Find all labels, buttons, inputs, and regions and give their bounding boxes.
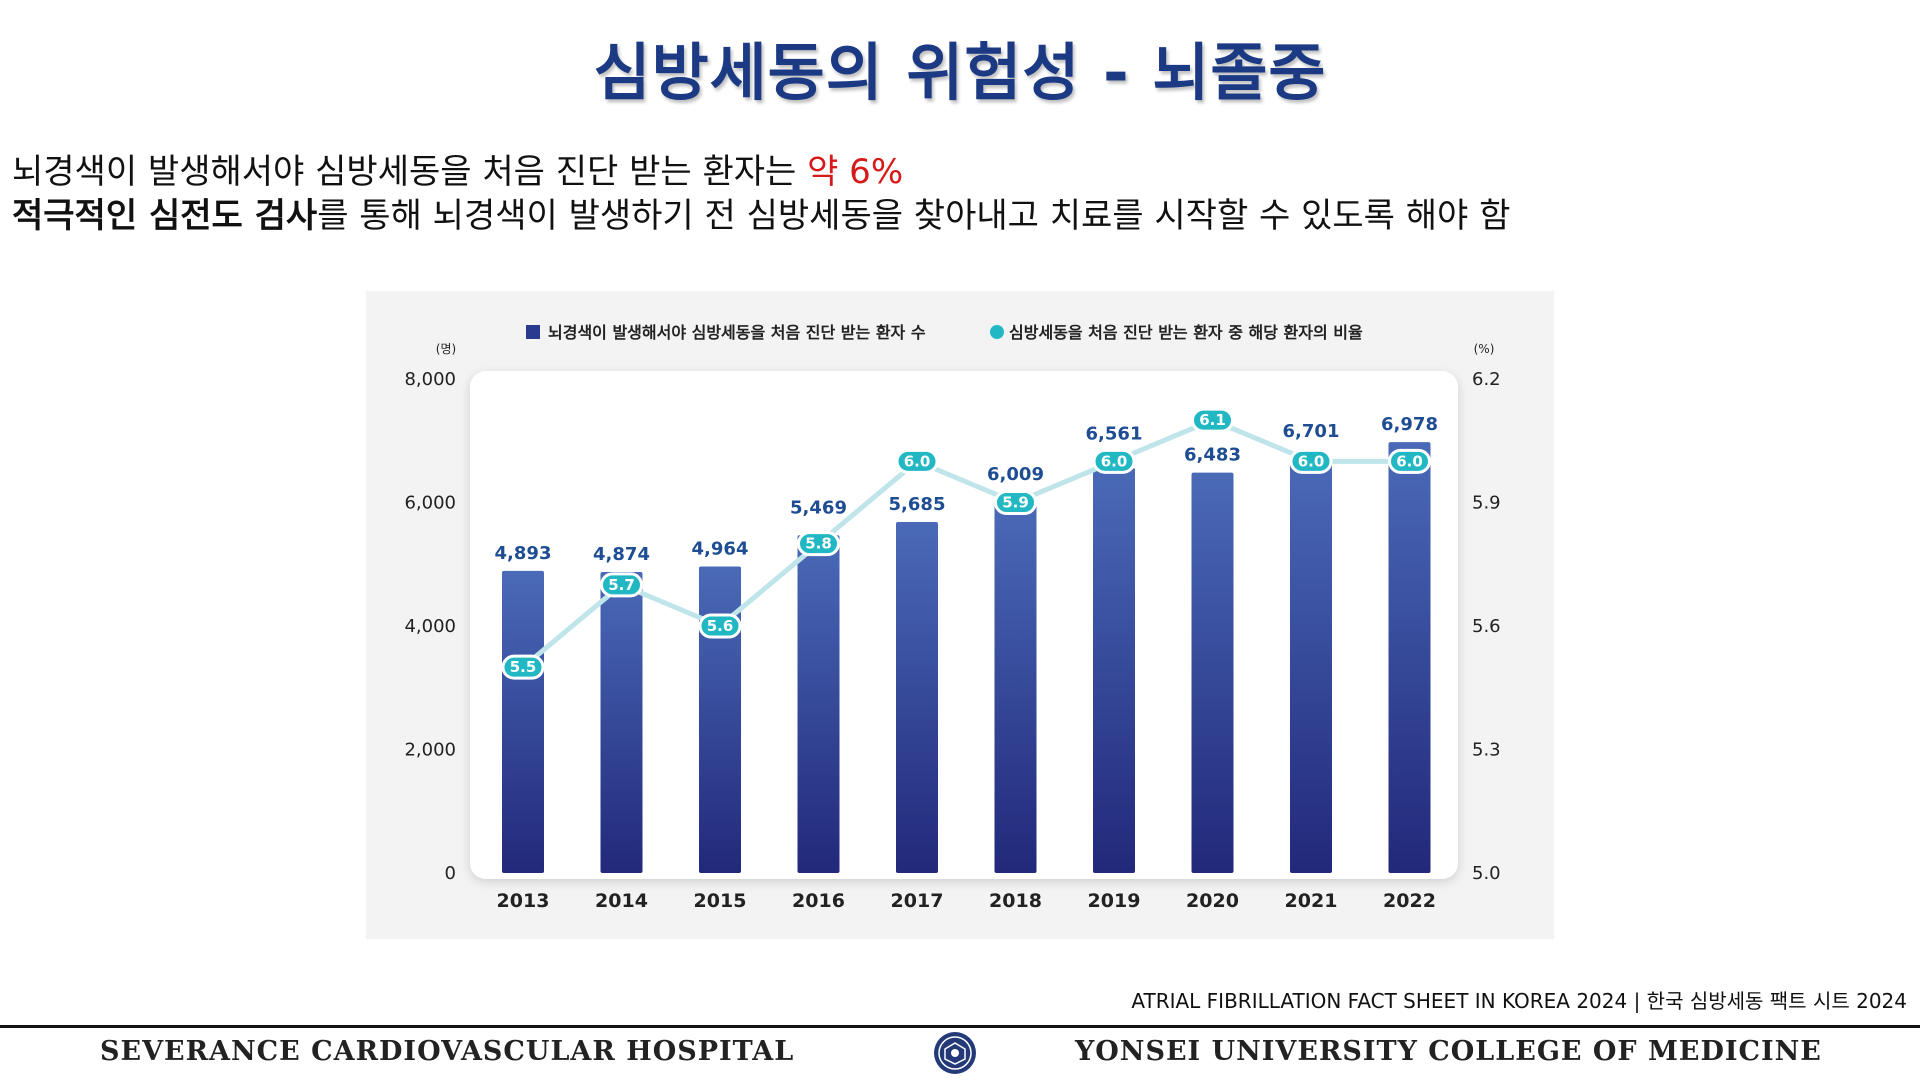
slide-title: 심방세동의 위험성 - 뇌졸중	[593, 36, 1327, 109]
bar-value-label: 6,009	[987, 464, 1044, 485]
bar-value-label: 6,701	[1283, 421, 1340, 442]
bar-value-label: 5,685	[889, 494, 946, 515]
legend-bar-swatch	[526, 325, 540, 339]
y-right-tick: 5.9	[1472, 493, 1501, 514]
line-point	[600, 572, 643, 598]
legend-line-swatch	[990, 325, 1004, 339]
line-point	[895, 448, 939, 474]
combo-chart: 뇌경색이 발생해서야 심방세동을 처음 진단 받는 환자 수 심방세동을 처음 진…	[404, 323, 1501, 912]
bar	[600, 572, 643, 873]
y-right-tick: 6.2	[1472, 369, 1501, 390]
x-tick-label: 2020	[1186, 890, 1239, 912]
line-point-label: 6.0	[1298, 452, 1325, 470]
legend-bar-label: 뇌경색이 발생해서야 심방세동을 처음 진단 받는 환자 수	[548, 323, 926, 342]
line-point	[1191, 407, 1234, 433]
bar-value-label: 5,469	[790, 497, 847, 518]
x-tick-label: 2022	[1383, 890, 1436, 912]
line-point-label: 5.8	[805, 535, 832, 553]
x-tick-label: 2016	[792, 890, 845, 912]
bar-value-label: 6,978	[1381, 414, 1438, 435]
line-point-label: 5.7	[608, 576, 635, 594]
bar-value-label: 4,893	[495, 543, 552, 564]
y-left-tick: 6,000	[404, 493, 456, 514]
y-left-tick: 0	[445, 863, 456, 884]
bar	[699, 566, 741, 873]
bar	[797, 535, 840, 873]
bar	[896, 521, 938, 873]
line-point	[698, 613, 742, 639]
line-point-label: 6.1	[1199, 411, 1226, 429]
bar	[1290, 459, 1332, 873]
line-point	[1289, 448, 1333, 474]
y-right-tick: 5.6	[1472, 616, 1501, 637]
line-point	[797, 531, 840, 557]
summary-line-2-bold: 적극적인 심전도 검사	[12, 196, 318, 236]
x-tick-label: 2019	[1088, 890, 1141, 912]
ratio-line	[521, 417, 1410, 670]
bar-value-label: 6,561	[1086, 423, 1143, 444]
bar-value-label: 6,483	[1184, 445, 1241, 466]
x-tick-label: 2017	[891, 890, 944, 912]
line-point-label: 6.0	[1101, 452, 1128, 470]
y-right-unit: (%)	[1474, 342, 1495, 356]
x-tick-label: 2018	[989, 890, 1042, 912]
x-tick-label: 2014	[595, 890, 648, 912]
y-left-tick: 2,000	[404, 740, 456, 761]
line-point	[994, 490, 1037, 515]
summary-line-1: 뇌경색이 발생해서야 심방세동을 처음 진단 받는 환자는 약 6%	[12, 144, 903, 193]
line-point-label: 5.6	[707, 617, 734, 635]
line-point-label: 6.0	[904, 452, 931, 470]
bar	[1388, 442, 1431, 873]
bar-value-label: 4,874	[593, 544, 650, 565]
legend-line-label: 심방세동을 처음 진단 받는 환자 중 해당 환자의 비율	[1009, 323, 1363, 342]
bar	[1191, 472, 1234, 873]
summary-line-2: 적극적인 심전도 검사를 통해 뇌경색이 발생하기 전 심방세동을 찾아내고 치…	[12, 188, 1510, 237]
summary-line-1-text: 뇌경색이 발생해서야 심방세동을 처음 진단 받는 환자는	[12, 152, 808, 192]
line-point	[1388, 448, 1431, 474]
source-citation: ATRIAL FIBRILLATION FACT SHEET IN KOREA …	[1131, 989, 1907, 1013]
bar	[502, 570, 544, 873]
x-tick-label: 2013	[497, 890, 550, 912]
y-right-tick: 5.3	[1472, 740, 1501, 761]
footer-divider	[0, 1025, 1920, 1028]
chart-panel: 뇌경색이 발생해서야 심방세동을 처음 진단 받는 환자 수 심방세동을 처음 진…	[366, 291, 1554, 939]
line-point	[1092, 448, 1136, 474]
x-tick-label: 2015	[694, 890, 747, 912]
footer-college-name: YONSEI UNIVERSITY COLLEGE OF MEDICINE	[1075, 1036, 1822, 1067]
x-tick-label: 2021	[1285, 890, 1338, 912]
y-left-tick: 4,000	[404, 616, 456, 637]
y-left-tick: 8,000	[404, 369, 456, 390]
bar	[1093, 467, 1135, 873]
y-right-tick: 5.0	[1472, 863, 1501, 884]
summary-line-1-highlight: 약 6%	[807, 152, 904, 192]
summary-line-2-text: 를 통해 뇌경색이 발생하기 전 심방세동을 찾아내고 치료를 시작할 수 있도…	[317, 196, 1511, 236]
line-point-label: 5.5	[510, 658, 537, 676]
y-left-unit: (명)	[436, 342, 456, 356]
bar-value-label: 4,964	[692, 538, 749, 559]
line-point	[501, 654, 545, 680]
yonsei-seal-icon	[934, 1032, 976, 1074]
line-point-label: 6.0	[1396, 452, 1423, 470]
footer-hospital-name: SEVERANCE CARDIOVASCULAR HOSPITAL	[100, 1036, 795, 1067]
bar	[994, 501, 1037, 873]
line-point-label: 5.9	[1002, 494, 1029, 512]
